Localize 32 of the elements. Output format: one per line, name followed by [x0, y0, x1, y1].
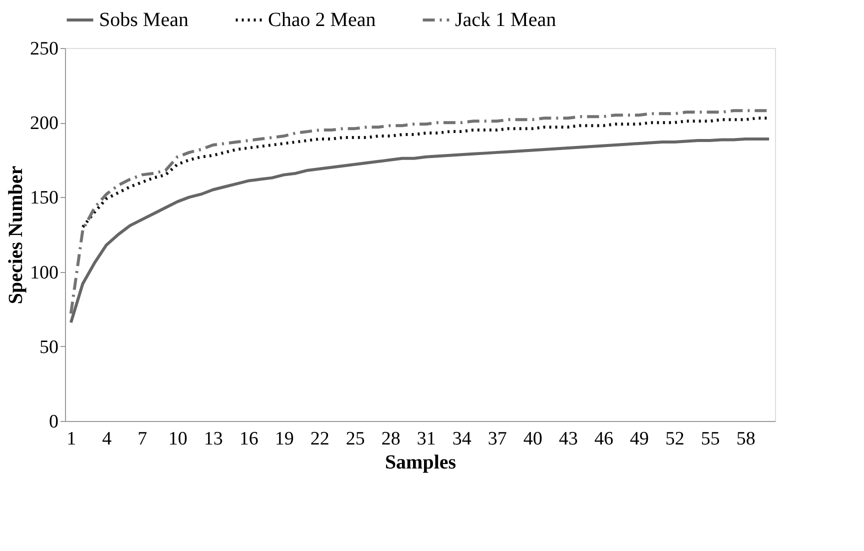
x-tick-label: 28	[381, 428, 400, 450]
line-series	[69, 138, 771, 324]
legend-label: Chao 2 Mean	[268, 9, 376, 31]
x-tick-label: 31	[416, 428, 436, 450]
y-tick-label: 100	[30, 262, 58, 284]
x-tick-label: 49	[630, 428, 649, 450]
x-tick-label: 13	[204, 428, 223, 450]
x-tick-label: 19	[274, 428, 294, 450]
x-tick-label: 46	[594, 428, 614, 450]
x-tick-label: 1	[66, 428, 76, 450]
x-tick-label: 25	[346, 428, 365, 450]
x-tick-label: 40	[523, 428, 542, 450]
y-tick-label: 200	[30, 113, 58, 134]
x-tick-label: 37	[488, 428, 507, 450]
x-tick-label: 58	[736, 428, 756, 450]
x-tick-label: 10	[168, 428, 188, 450]
x-tick-label: 4	[102, 428, 112, 450]
x-tick-label: 34	[452, 428, 472, 450]
x-tick-label: 7	[138, 428, 148, 450]
x-tick-label: 55	[700, 428, 720, 450]
legend-label: Sobs Mean	[99, 9, 188, 31]
y-axis-title: Species Number	[5, 166, 27, 304]
x-tick-label: 22	[310, 428, 330, 450]
y-tick-label: 150	[30, 188, 58, 209]
x-axis-title: Samples	[384, 452, 456, 474]
legend-label: Jack 1 Mean	[455, 9, 556, 31]
x-tick-label: 16	[239, 428, 258, 450]
y-tick-label: 50	[40, 336, 58, 358]
y-tick-label: 250	[30, 38, 58, 60]
x-tick-label: 52	[665, 428, 684, 450]
x-tick-label: 43	[558, 428, 578, 450]
y-tick-label: 0	[49, 412, 58, 432]
